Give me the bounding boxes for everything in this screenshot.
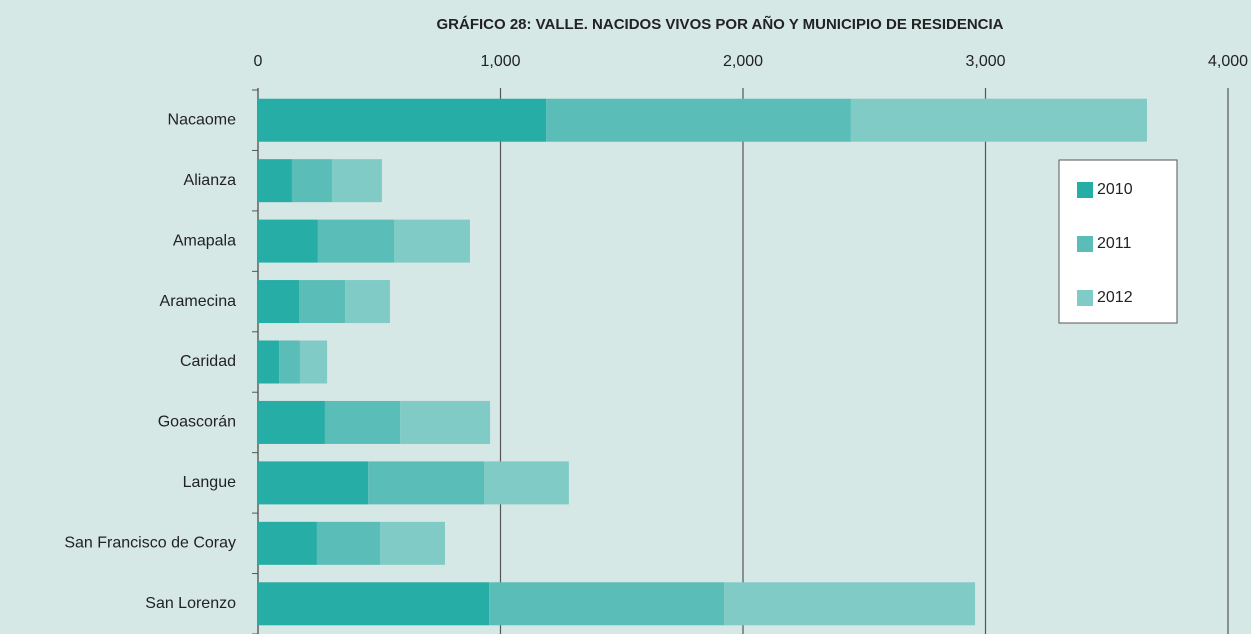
y-tick-label: San Francisco de Coray <box>64 535 236 552</box>
chart-title: GRÁFICO 28: VALLE. NACIDOS VIVOS POR AÑO… <box>436 15 1003 33</box>
x-tick-label: 2,000 <box>723 53 763 70</box>
bar-segment <box>258 521 317 565</box>
y-tick-label: Goascorán <box>158 414 236 431</box>
bar-segment <box>400 400 491 444</box>
x-tick-label: 1,000 <box>480 53 520 70</box>
legend-label: 2012 <box>1097 289 1133 306</box>
bar-segment <box>489 582 725 626</box>
bar-segment <box>258 159 292 203</box>
y-tick-label: Caridad <box>180 353 236 370</box>
bar-segment <box>484 461 569 505</box>
y-tick-label: San Lorenzo <box>145 595 236 612</box>
bar-segment <box>394 219 470 263</box>
bar-segment <box>724 582 976 626</box>
bar-segment <box>258 219 318 263</box>
bar-segment <box>324 400 401 444</box>
bar-segment <box>258 280 299 324</box>
legend-label: 2010 <box>1097 181 1133 198</box>
legend-swatch <box>1077 290 1093 306</box>
bar-segment <box>291 159 332 203</box>
legend-swatch <box>1077 182 1093 198</box>
bar-segment <box>345 280 390 324</box>
y-tick-label: Nacaome <box>168 111 237 128</box>
bar-segment <box>298 280 346 324</box>
bar-segment <box>546 98 851 142</box>
x-tick-label: 0 <box>254 53 263 70</box>
bar-segment <box>258 340 280 384</box>
bar-segment <box>258 461 369 505</box>
legend-label: 2011 <box>1097 235 1132 252</box>
bar-segment <box>258 98 547 142</box>
x-tick-label: 3,000 <box>965 53 1005 70</box>
bar-segment <box>379 521 445 565</box>
bar-segment <box>258 582 490 626</box>
bar-segment <box>258 400 325 444</box>
bar-segment <box>331 159 382 203</box>
y-tick-label: Alianza <box>184 172 237 189</box>
bar-segment <box>368 461 485 505</box>
bar-segment <box>316 521 380 565</box>
y-tick-label: Langue <box>183 474 236 491</box>
y-tick-label: Aramecina <box>160 293 237 310</box>
bar-segment <box>279 340 300 384</box>
bar-segment <box>850 98 1148 142</box>
y-tick-label: Amapala <box>173 232 236 249</box>
bar-segment <box>299 340 328 384</box>
legend-swatch <box>1077 236 1093 252</box>
bar-segment <box>317 219 395 263</box>
x-tick-label: 4,000 <box>1208 53 1248 70</box>
